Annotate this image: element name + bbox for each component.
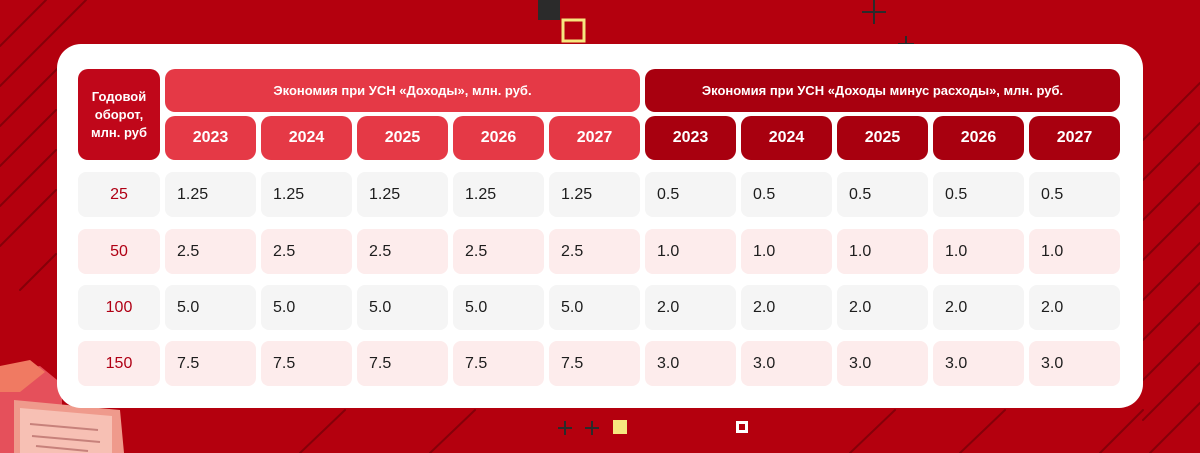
row-turnover-value: 25 [78,172,160,217]
savings-value-cell: 7.5 [165,341,256,386]
row-header-turnover: Годовой оборот, млн. руб [78,69,160,160]
savings-value-cell: 3.0 [741,341,832,386]
row-turnover-value: 50 [78,229,160,274]
savings-value-cell: 1.0 [837,229,928,274]
year-header-income-minus-expenses-2025: 2025 [837,116,928,160]
savings-value-cell: 0.5 [1029,172,1120,217]
savings-value-cell: 2.5 [453,229,544,274]
year-header-income-2025: 2025 [357,116,448,160]
savings-value-cell: 2.5 [549,229,640,274]
savings-value-cell: 5.0 [453,285,544,330]
savings-value-cell: 0.5 [837,172,928,217]
savings-value-cell: 1.0 [1029,229,1120,274]
savings-value-cell: 7.5 [261,341,352,386]
savings-value-cell: 0.5 [933,172,1024,217]
year-header-income-minus-expenses-2027: 2027 [1029,116,1120,160]
savings-value-cell: 7.5 [549,341,640,386]
row-turnover-value: 100 [78,285,160,330]
year-header-income-2023: 2023 [165,116,256,160]
savings-value-cell: 1.25 [261,172,352,217]
savings-value-cell: 5.0 [357,285,448,330]
savings-value-cell: 1.0 [645,229,736,274]
savings-value-cell: 2.0 [933,285,1024,330]
savings-value-cell: 7.5 [357,341,448,386]
savings-value-cell: 3.0 [837,341,928,386]
savings-value-cell: 5.0 [549,285,640,330]
savings-table-card: Годовой оборот, млн. руб Экономия при УС… [57,44,1143,408]
savings-value-cell: 1.25 [453,172,544,217]
year-header-income-2027: 2027 [549,116,640,160]
year-header-income-2024: 2024 [261,116,352,160]
savings-value-cell: 2.0 [1029,285,1120,330]
savings-value-cell: 3.0 [645,341,736,386]
savings-value-cell: 2.5 [261,229,352,274]
savings-value-cell: 2.0 [741,285,832,330]
savings-value-cell: 0.5 [645,172,736,217]
group-header-income-minus-expenses: Экономия при УСН «Доходы минус расходы»,… [645,69,1120,112]
savings-value-cell: 1.25 [549,172,640,217]
year-header-income-2026: 2026 [453,116,544,160]
year-header-income-minus-expenses-2026: 2026 [933,116,1024,160]
group-header-income: Экономия при УСН «Доходы», млн. руб. [165,69,640,112]
savings-value-cell: 1.25 [165,172,256,217]
savings-value-cell: 3.0 [933,341,1024,386]
savings-value-cell: 0.5 [741,172,832,217]
savings-value-cell: 5.0 [261,285,352,330]
savings-value-cell: 3.0 [1029,341,1120,386]
savings-value-cell: 5.0 [165,285,256,330]
year-header-income-minus-expenses-2023: 2023 [645,116,736,160]
savings-value-cell: 2.0 [837,285,928,330]
savings-value-cell: 7.5 [453,341,544,386]
savings-value-cell: 1.0 [741,229,832,274]
savings-value-cell: 2.5 [357,229,448,274]
savings-value-cell: 1.25 [357,172,448,217]
year-header-income-minus-expenses-2024: 2024 [741,116,832,160]
row-turnover-value: 150 [78,341,160,386]
savings-value-cell: 1.0 [933,229,1024,274]
savings-value-cell: 2.0 [645,285,736,330]
savings-value-cell: 2.5 [165,229,256,274]
